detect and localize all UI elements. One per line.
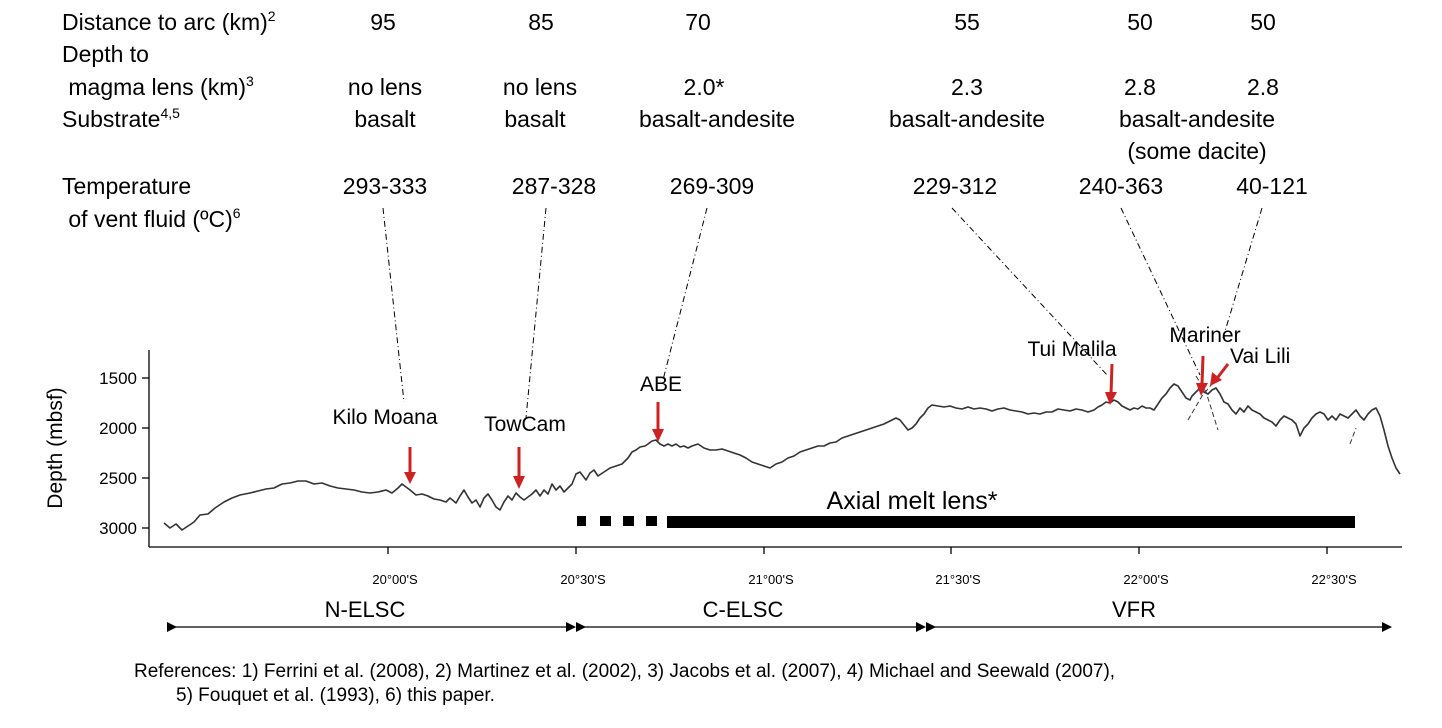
arrow-tui-malila [1109,363,1114,395]
y-tick-label: 1500 [99,369,137,388]
y-axis-label: Depth (mbsf) [44,387,67,508]
cell: no lens [348,74,422,100]
segment-label-n-elsc: N-ELSC [325,597,406,622]
row-label-distance: Distance to arc (km)2 [62,8,276,35]
melt-lens-bar [667,516,1355,528]
site-label-vai-lili: Vai Lili [1230,345,1290,368]
melt-lens-dash [623,516,634,526]
arrow-head [652,429,664,442]
references-line-2: 5) Fouquet et al. (1993), 6) this paper. [176,685,495,706]
axial-melt-lens [577,516,1355,528]
segment-label-c-elsc: C-ELSC [703,597,784,622]
leader-line [1222,207,1263,339]
site-label-towcam: TowCam [484,413,566,436]
row-temperature: 293-333 287-328 269-309 229-312 240-363 … [343,173,1308,199]
cell: 229-312 [913,173,997,199]
arrow-head [404,472,416,484]
site-markers: Kilo Moana TowCam ABE Tui Malila Mariner… [332,324,1290,489]
arrow-mariner [1200,355,1205,386]
overlap-segment [1187,375,1357,445]
x-tick-label: 21°30'S [935,572,981,587]
overlap-line [1349,427,1357,445]
melt-lens-dash [600,516,611,526]
x-tick-label: 21°00'S [748,572,794,587]
cell: basalt-andesite [1119,106,1275,132]
row-substrate: basalt basalt basalt-andesite basalt-and… [354,106,1275,164]
row-label-temperature-2: of vent fluid (ºC)6 [62,205,241,232]
profile-axes [142,350,1402,554]
cell: 269-309 [670,173,754,199]
leader-line [1120,207,1201,376]
y-tick-label: 2500 [99,469,137,488]
y-tick-label: 3000 [99,519,137,538]
row-depth: no lens no lens 2.0* 2.3 2.8 2.8 [348,74,1279,100]
references-line-1: References: 1) Ferrini et al. (2008), 2)… [134,661,1116,682]
site-label-tui-malila: Tui Malila [1027,338,1116,361]
bathymetry-profile [163,383,1401,531]
cell: basalt-andesite [889,106,1045,132]
cell: 55 [954,9,980,35]
cell: basalt [354,106,416,132]
arrow-head [1105,392,1117,405]
x-tick-label: 20°30'S [560,572,606,587]
arrow-vai-lili [1216,363,1230,378]
row-distance: 95 85 70 55 50 50 [370,9,1276,35]
y-tick-labels: 1500 2000 2500 3000 [99,369,137,538]
site-label-abe: ABE [640,373,682,396]
segment-label-vfr: VFR [1112,597,1156,622]
row-label-depth: Depth to [62,41,149,67]
melt-lens-dash [577,516,586,526]
overlap-line [1187,383,1213,421]
cell: 240-363 [1079,173,1163,199]
cell: 2.3 [951,74,983,100]
site-label-mariner: Mariner [1169,324,1240,347]
cell: 50 [1250,9,1276,35]
segment-labels: N-ELSC C-ELSC VFR [325,597,1156,622]
row-label-depth-2: magma lens (km)3 [62,73,254,100]
leader-line [662,207,708,381]
x-tick-label: 22°30'S [1311,572,1357,587]
cell: 70 [685,9,711,35]
cell: 50 [1127,9,1153,35]
leader-lines [382,207,1263,419]
site-label-kilo-moana: Kilo Moana [332,406,437,429]
cell: 2.8 [1124,74,1156,100]
cell: basalt-andesite [639,106,795,132]
overlap-line [1195,375,1219,431]
x-tick-label: 20°00'S [372,572,418,587]
axial-melt-lens-label: Axial melt lens* [827,487,998,515]
arrow-head [1210,372,1222,386]
cell: no lens [503,74,577,100]
y-tick-label: 2000 [99,419,137,438]
x-tick-labels: 20°00'S 20°30'S 21°00'S 21°30'S 22°00'S … [372,572,1357,587]
cell-extra: (some dacite) [1127,138,1266,164]
cell: 40-121 [1236,173,1308,199]
cell: 95 [370,9,396,35]
cell: 2.0* [684,74,725,100]
leader-line [382,207,405,403]
leader-line [525,207,547,419]
cell: 2.8 [1247,74,1279,100]
leader-line [951,207,1109,377]
cell: basalt [504,106,566,132]
row-label-substrate: Substrate4,5 [62,105,180,132]
arrow-head [1196,383,1208,396]
references: References: 1) Ferrini et al. (2008), 2)… [134,660,1424,708]
property-table: Distance to arc (km)2 Depth to magma len… [62,8,1308,232]
arrow-head [513,476,525,489]
red-arrows [404,355,1230,489]
figure: Distance to arc (km)2 Depth to magma len… [44,8,1402,632]
melt-lens-dash [646,516,657,526]
cell: 293-333 [343,173,427,199]
row-label-temperature: Temperature [62,173,191,199]
x-tick-label: 22°00'S [1123,572,1169,587]
cell: 85 [528,9,554,35]
cell: 287-328 [512,173,596,199]
